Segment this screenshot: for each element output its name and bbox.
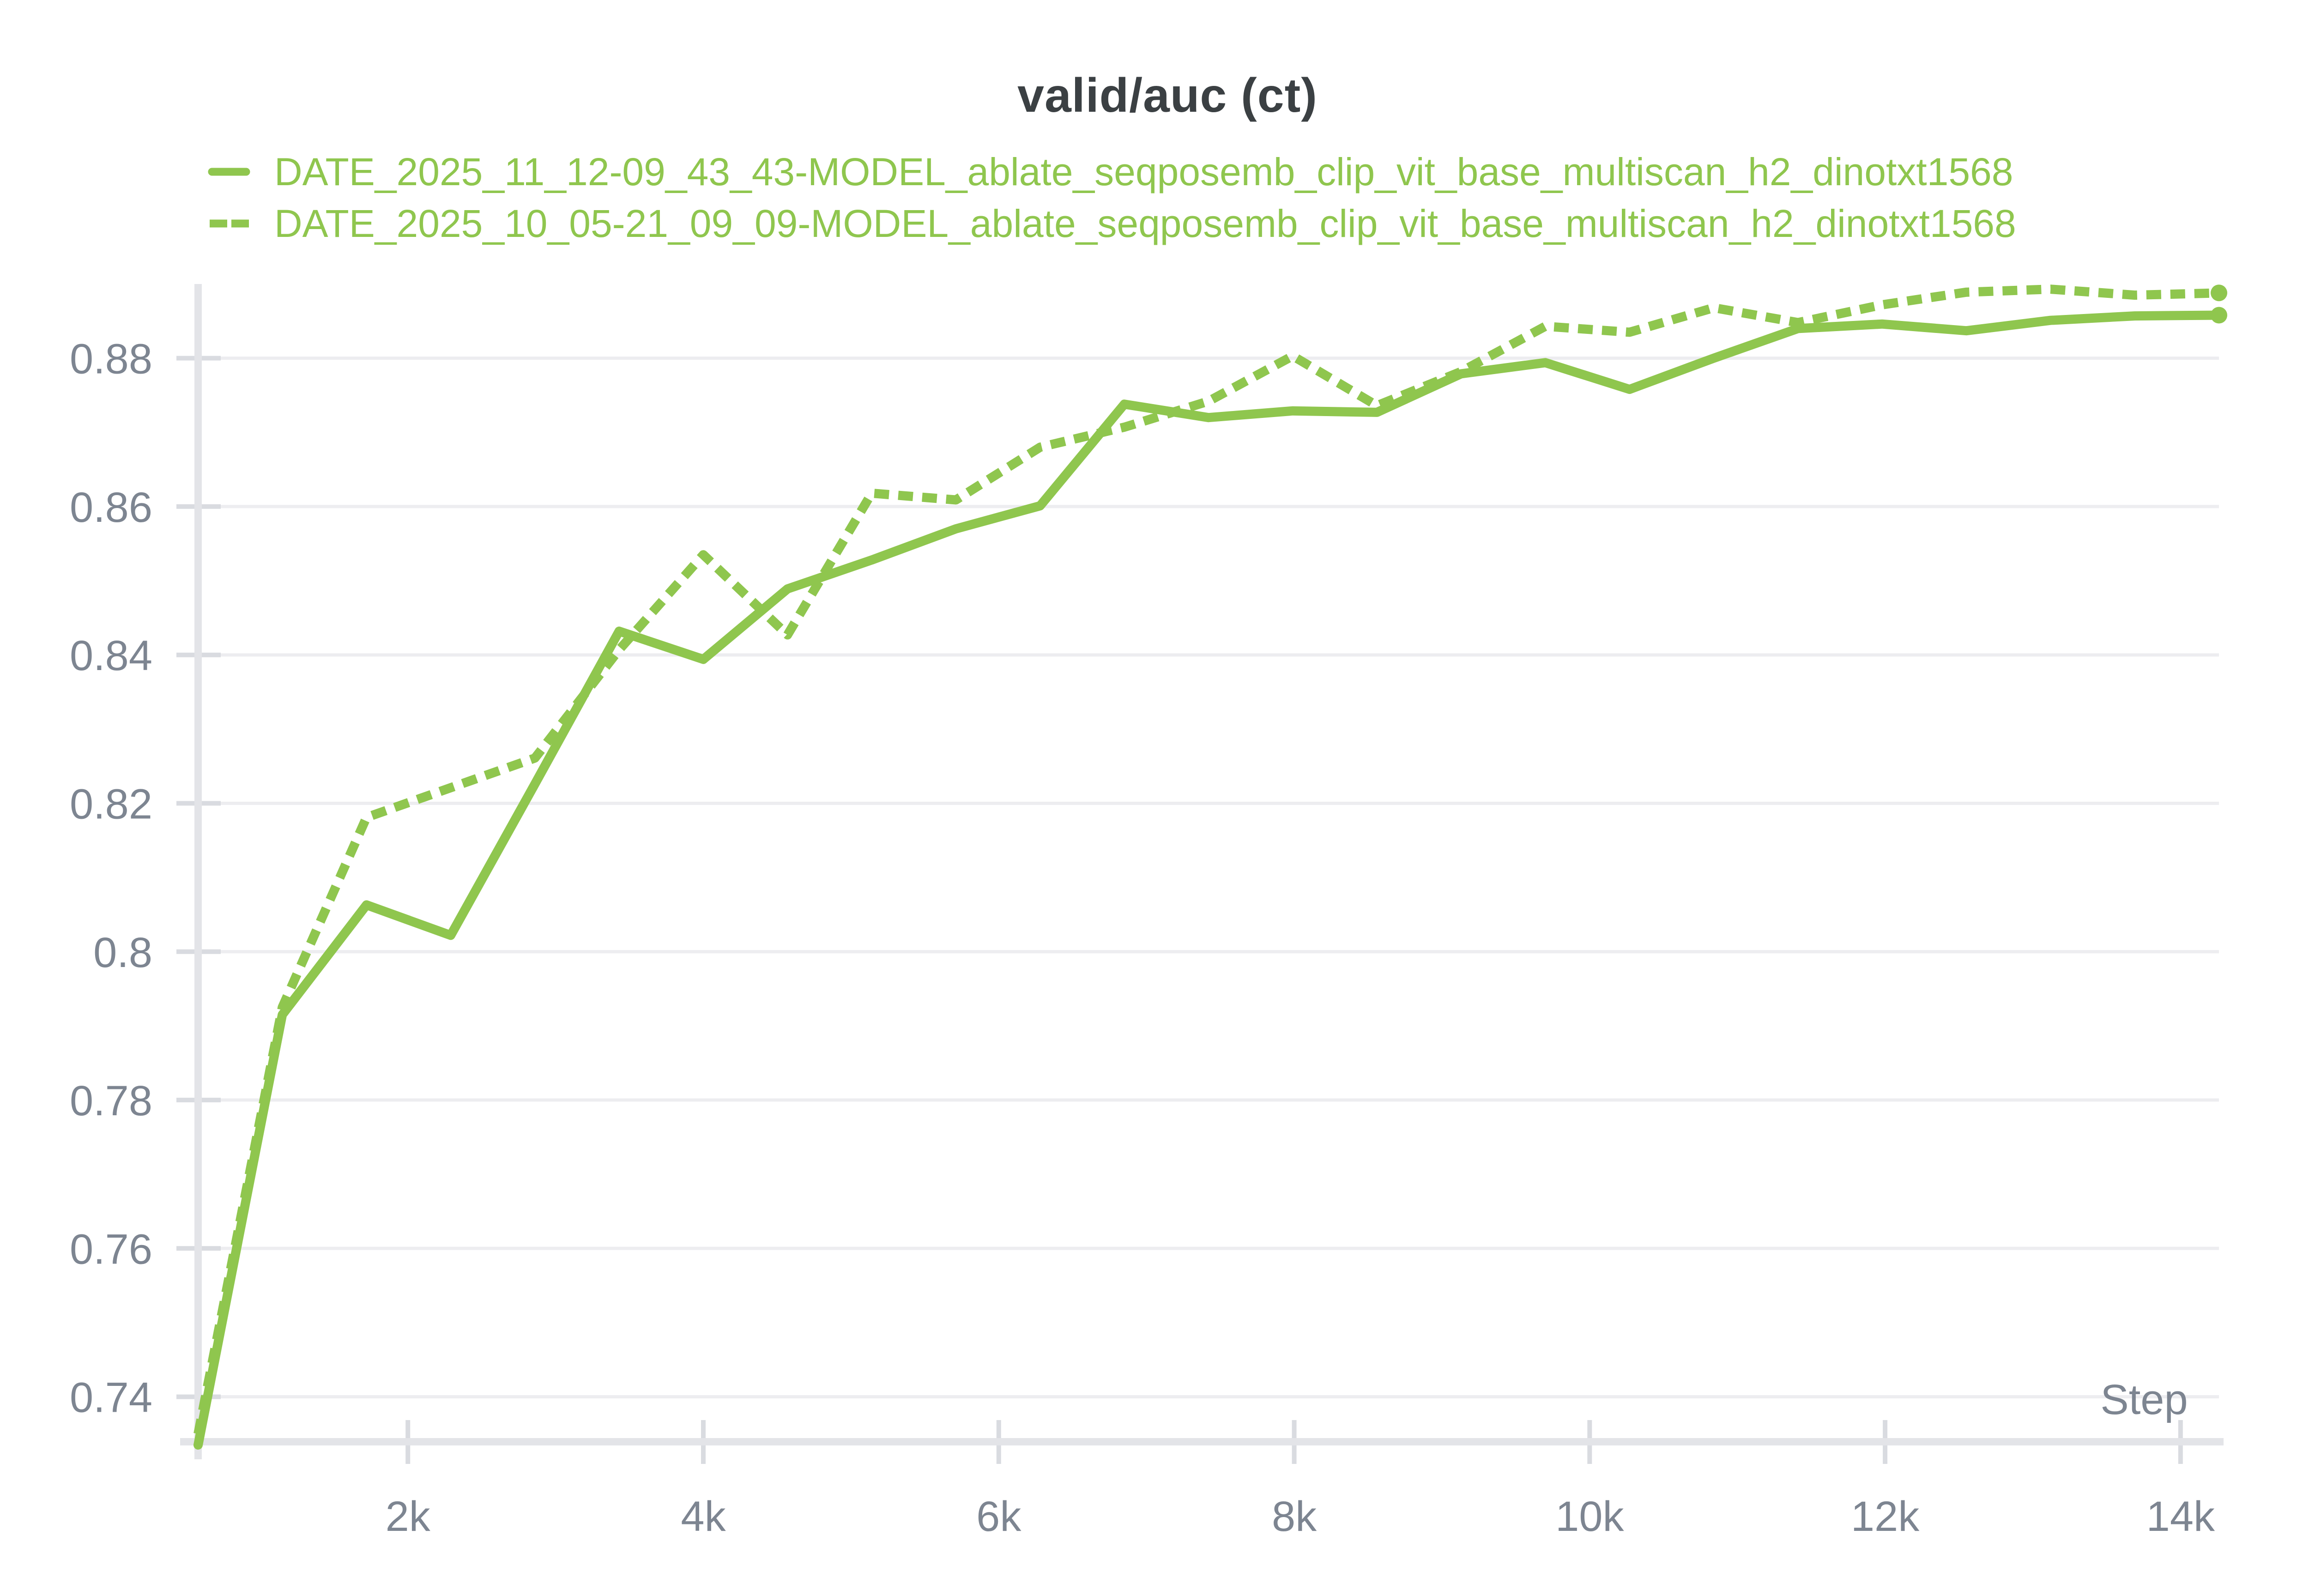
x-tick-label: 14k (2146, 1493, 2215, 1540)
x-axis-title: Step (2100, 1376, 2188, 1423)
y-tick-label: 0.76 (70, 1226, 152, 1273)
gridlines (198, 357, 2219, 1399)
legend-item-run2[interactable]: DATE_2025_10_05-21_09_09-MODEL_ablate_se… (208, 198, 2016, 249)
solid-line-swatch-icon (208, 168, 250, 176)
legend-label-run1: DATE_2025_11_12-09_43_43-MODEL_ablate_se… (274, 150, 2013, 193)
legend-item-run1[interactable]: DATE_2025_11_12-09_43_43-MODEL_ablate_se… (208, 146, 2016, 198)
series-line-run1[interactable] (193, 310, 2224, 1450)
dashed-line-swatch-icon (210, 219, 250, 228)
y-tick-label: 0.8 (93, 929, 152, 976)
y-tick-label: 0.82 (70, 780, 152, 828)
series-line-run2[interactable] (193, 284, 2219, 1435)
y-tick-label: 0.84 (70, 632, 152, 679)
tick-marks (176, 356, 2183, 1464)
tick-labels: 0.74 0.76 0.78 0.8 0.82 0.84 0.86 0.88 2k 4k 6k 8k 1… (70, 336, 2215, 1540)
y-tick-label: 0.74 (70, 1374, 152, 1421)
series-end-dot-run2[interactable] (2211, 284, 2227, 302)
x-tick-label: 12k (1851, 1493, 1920, 1540)
chart-title: valid/auc (ct) (1017, 69, 1318, 122)
y-tick-label: 0.86 (70, 484, 152, 531)
y-tick-label: 0.88 (70, 336, 152, 383)
x-tick-label: 10k (1555, 1493, 1624, 1540)
x-tick-label: 8k (1272, 1493, 1317, 1540)
legend-label-run2: DATE_2025_10_05-21_09_09-MODEL_ablate_se… (274, 201, 2016, 245)
y-tick-label: 0.78 (70, 1077, 152, 1124)
x-tick-label: 6k (976, 1493, 1022, 1540)
x-tick-label: 2k (386, 1493, 431, 1540)
legend: DATE_2025_11_12-09_43_43-MODEL_ablate_se… (208, 146, 2016, 249)
series-end-dot-run1[interactable] (2211, 307, 2227, 324)
x-tick-label: 4k (681, 1493, 726, 1540)
